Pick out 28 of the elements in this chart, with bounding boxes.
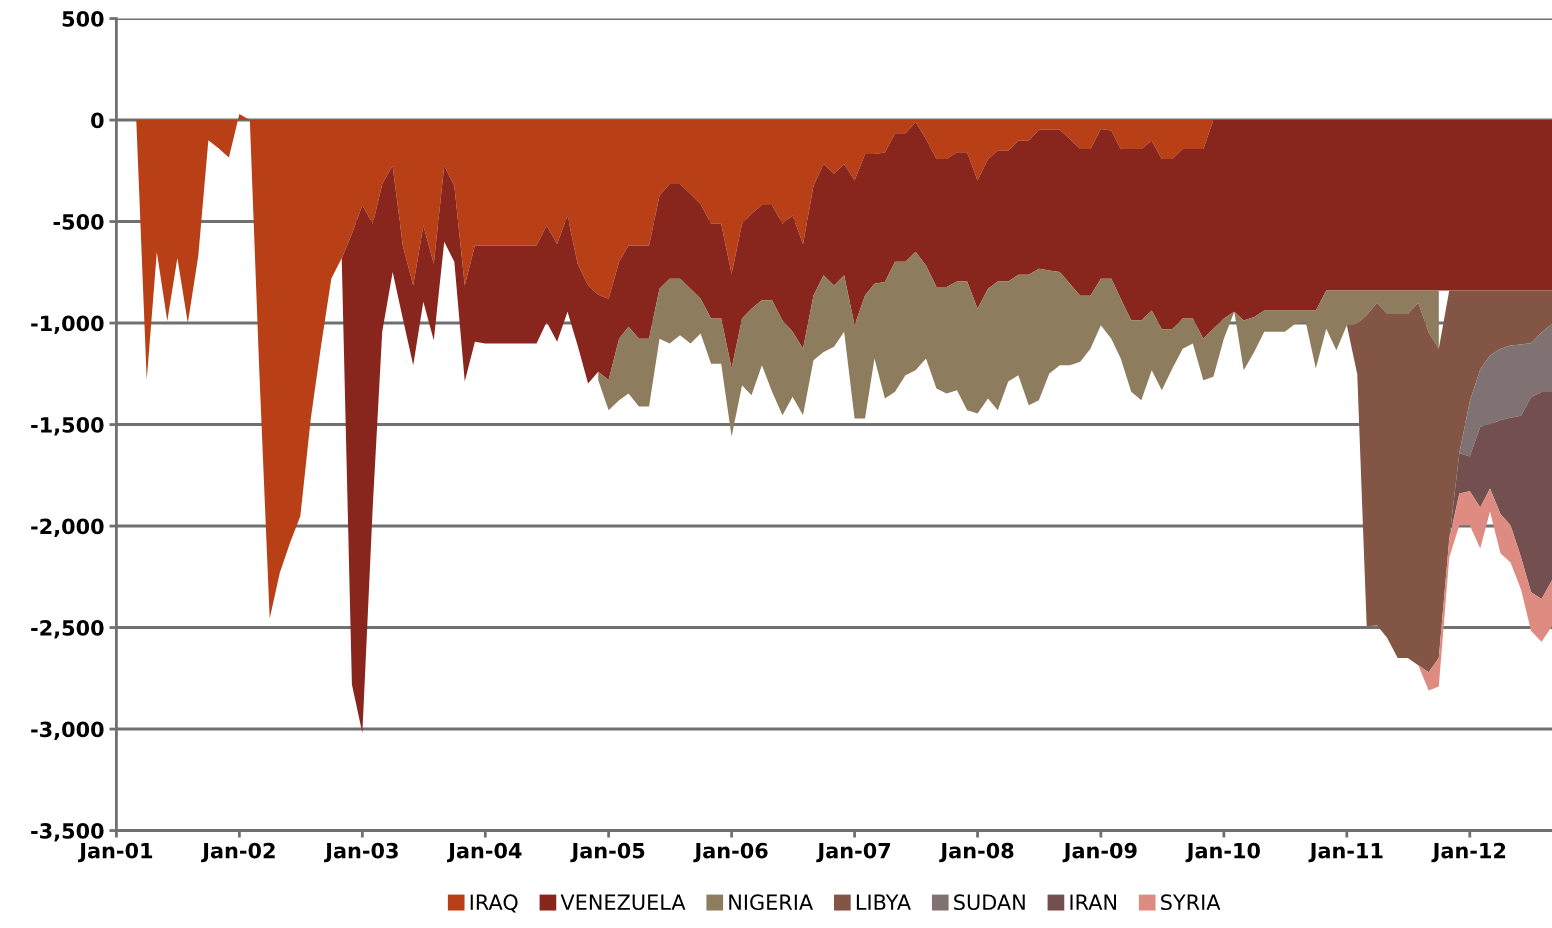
- legend-label: IRAN: [1070, 894, 1117, 910]
- x-tick-label: Jan-11: [1308, 843, 1383, 863]
- x-tick-label: Jan-02: [201, 842, 275, 863]
- x-tick-label: Jan-03: [324, 842, 398, 863]
- y-tick-label: -500: [53, 214, 104, 230]
- x-tick-label: Jan-08: [939, 842, 1014, 863]
- y-tick-label: -1,000: [31, 315, 104, 334]
- x-tick-label: Jan-05: [570, 842, 645, 863]
- y-tick-label: -1,500: [31, 417, 104, 436]
- y-tick-label: 0: [91, 112, 104, 129]
- legend-label: VENEZUELA: [560, 894, 686, 911]
- x-tick-label: Jan-12: [1431, 842, 1506, 863]
- legend-label: SYRIA: [1161, 894, 1221, 911]
- x-tick-label: Jan-01: [78, 842, 153, 863]
- x-tick-label: Jan-10: [1185, 842, 1260, 863]
- y-tick-label: -2,500: [31, 620, 104, 639]
- legend-label: IRAQ: [470, 894, 518, 913]
- y-tick-label: -3,000: [31, 721, 104, 740]
- legend-label: LIBYA: [856, 894, 911, 910]
- x-tick-label: Jan-04: [447, 842, 522, 863]
- legend-label: NIGERIA: [729, 894, 813, 911]
- y-tick-label: -3,500: [31, 823, 104, 842]
- y-tick-label: 500: [62, 11, 104, 27]
- x-tick-label: Jan-06: [693, 842, 768, 863]
- y-tick-label: -2,000: [31, 518, 104, 537]
- x-tick-label: Jan-07: [816, 842, 891, 863]
- x-tick-label: Jan-09: [1062, 842, 1137, 863]
- legend-label: SUDAN: [954, 894, 1025, 911]
